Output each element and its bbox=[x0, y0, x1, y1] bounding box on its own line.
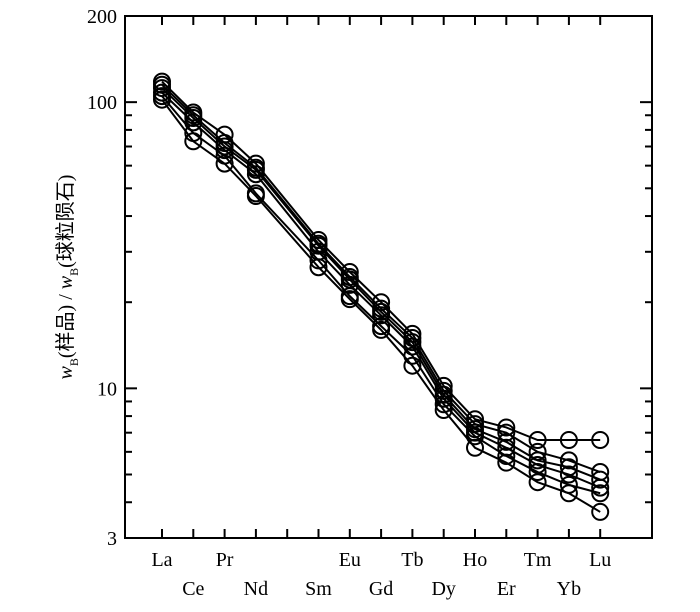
data-point bbox=[153, 79, 171, 98]
data-point bbox=[591, 502, 610, 521]
data-point bbox=[528, 430, 547, 449]
data-point bbox=[309, 236, 328, 255]
data-point bbox=[434, 395, 453, 414]
data-point bbox=[466, 415, 484, 434]
data-point bbox=[559, 451, 578, 470]
plot-frame bbox=[124, 15, 653, 539]
data-point bbox=[559, 484, 578, 503]
data-point bbox=[528, 473, 547, 492]
data-point bbox=[497, 447, 516, 466]
data-point bbox=[153, 90, 171, 109]
data-point bbox=[246, 165, 265, 184]
data-point bbox=[466, 427, 484, 446]
data-point bbox=[591, 430, 610, 449]
data-point bbox=[184, 132, 203, 151]
x-tick-label: Gd bbox=[369, 578, 393, 600]
data-point bbox=[591, 478, 610, 497]
data-point bbox=[372, 320, 391, 339]
data-point bbox=[403, 333, 422, 352]
data-point bbox=[559, 430, 578, 449]
data-point bbox=[528, 442, 547, 461]
data-point bbox=[372, 293, 391, 312]
data-point bbox=[184, 109, 203, 128]
data-point bbox=[340, 263, 359, 282]
data-point bbox=[340, 290, 359, 309]
data-point bbox=[246, 186, 265, 205]
x-tick-label: Tm bbox=[524, 549, 552, 571]
data-point bbox=[528, 451, 547, 470]
series-line bbox=[161, 91, 601, 489]
data-point bbox=[215, 154, 234, 173]
y-axis-title: wB(样品) / wB(球粒陨石) bbox=[54, 175, 81, 380]
x-tick-label: Pr bbox=[216, 549, 234, 571]
data-point bbox=[403, 337, 422, 356]
data-point bbox=[466, 438, 484, 457]
data-point bbox=[403, 356, 422, 375]
x-tick-label: Sm bbox=[305, 578, 332, 600]
data-point bbox=[403, 328, 422, 347]
data-point bbox=[309, 251, 328, 270]
x-tick-label: Dy bbox=[431, 578, 455, 600]
y-axis-ticks: 3 10 100 200 bbox=[87, 6, 652, 550]
x-tick-label: La bbox=[151, 549, 172, 571]
data-point bbox=[434, 389, 453, 408]
data-point bbox=[559, 465, 578, 484]
y-tick-label: 3 bbox=[107, 528, 117, 550]
data-point bbox=[559, 458, 578, 477]
data-point bbox=[497, 418, 516, 437]
series-line bbox=[161, 84, 601, 473]
data-point bbox=[528, 463, 547, 482]
data-point bbox=[246, 160, 265, 179]
data-point bbox=[528, 455, 547, 474]
data-point bbox=[497, 432, 516, 451]
y-tick-label: 10 bbox=[97, 378, 117, 400]
x-tick-label: Yb bbox=[557, 578, 581, 600]
y-tick-label: 100 bbox=[87, 92, 117, 114]
data-point bbox=[559, 475, 578, 494]
data-point bbox=[184, 124, 203, 143]
data-point bbox=[215, 141, 234, 160]
x-tick-label: Ce bbox=[182, 578, 204, 600]
series-line bbox=[161, 87, 601, 481]
chart-marks bbox=[153, 72, 610, 521]
data-point bbox=[340, 275, 359, 294]
data-point bbox=[591, 470, 610, 489]
data-point bbox=[497, 438, 516, 457]
x-tick-label: Tb bbox=[401, 549, 423, 571]
data-point bbox=[403, 346, 422, 365]
data-point bbox=[372, 306, 391, 325]
data-point bbox=[184, 113, 203, 132]
x-tick-label: Nd bbox=[244, 578, 268, 600]
data-point bbox=[591, 484, 610, 503]
data-point bbox=[246, 154, 265, 173]
data-point bbox=[309, 258, 328, 277]
x-tick-label: Ho bbox=[463, 549, 487, 571]
data-point bbox=[434, 401, 453, 420]
data-point bbox=[215, 146, 234, 165]
x-tick-label: Er bbox=[497, 578, 516, 600]
data-point bbox=[434, 376, 453, 395]
y-tick-label: 200 bbox=[87, 6, 117, 28]
x-tick-label: Eu bbox=[339, 549, 361, 571]
x-tick-label: Lu bbox=[589, 549, 611, 571]
data-point bbox=[466, 410, 484, 429]
data-point bbox=[497, 453, 516, 472]
